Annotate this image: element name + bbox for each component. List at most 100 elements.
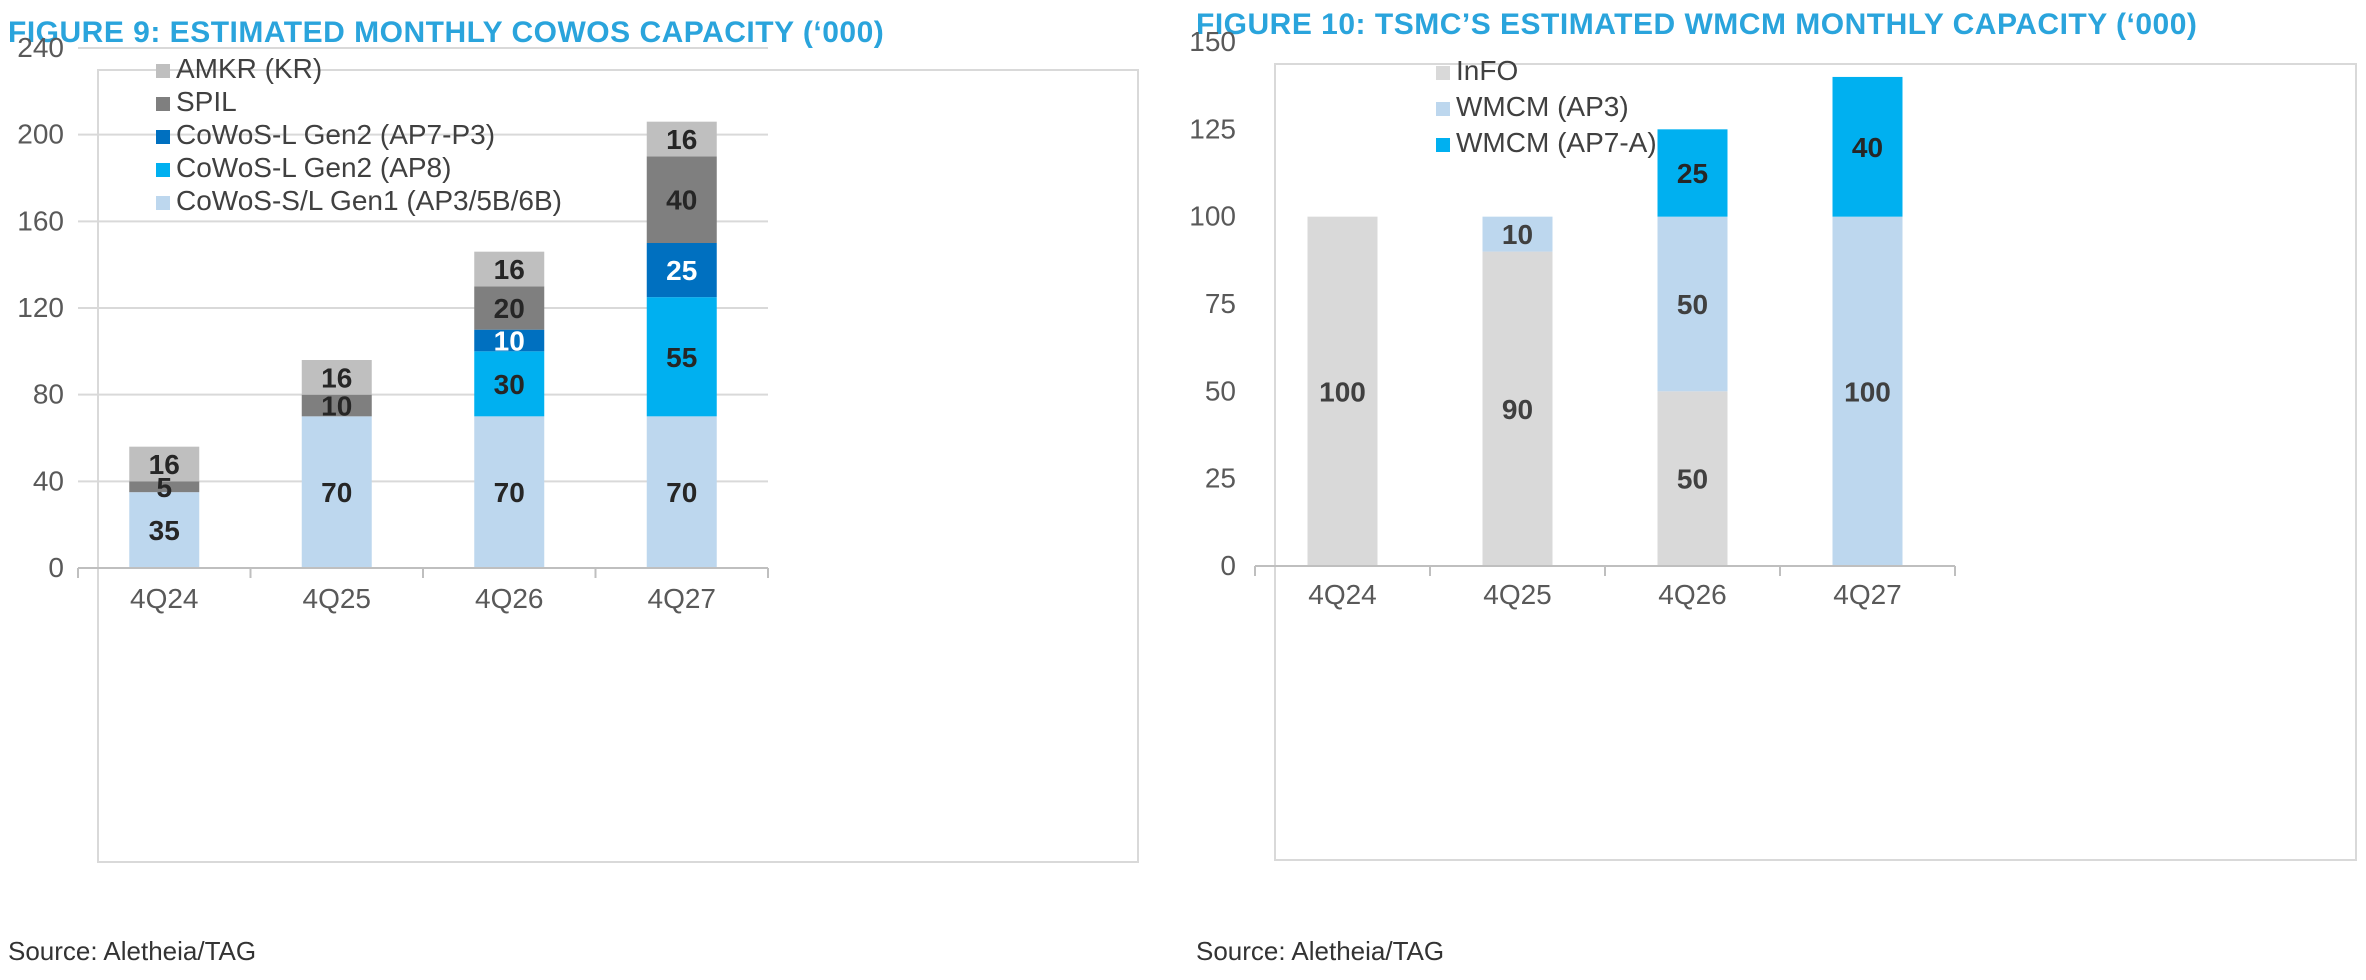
- bar-segment: [301, 416, 372, 568]
- legend-label: CoWoS-L Gen2 (AP7-P3): [176, 119, 495, 150]
- y-axis-tick-labels: 0 40 80 120 160 200 240: [17, 32, 64, 583]
- source-note: Source: Aletheia/TAG: [8, 936, 256, 966]
- legend-label: SPIL: [176, 86, 237, 117]
- legend-label: WMCM (AP7-A): [1456, 127, 1657, 158]
- y-tick-label: 80: [33, 379, 64, 410]
- bar-segment: [646, 416, 717, 568]
- bar-segment: [646, 156, 717, 243]
- x-axis-tick-marks: [77, 568, 769, 578]
- data-label: 70: [321, 477, 352, 508]
- bar-segment: [129, 446, 200, 482]
- bar-segment: [301, 360, 372, 395]
- legend: InFO WMCM (AP3) WMCM (AP7-A): [1436, 55, 1657, 158]
- data-label: 35: [149, 515, 180, 546]
- data-label: 5: [156, 472, 172, 503]
- plot-area-frame: [1274, 63, 2357, 861]
- x-category-label: 4Q25: [1483, 579, 1552, 610]
- y-tick-label: 50: [1205, 375, 1236, 406]
- source-note: Source: Aletheia/TAG: [1196, 936, 1444, 966]
- data-label: 25: [666, 255, 697, 286]
- data-label: 40: [1852, 132, 1883, 163]
- data-label: 70: [494, 477, 525, 508]
- bar-segment: [129, 481, 200, 493]
- legend-swatch: [1436, 138, 1450, 152]
- bar-segment: [1657, 391, 1728, 566]
- data-label: 50: [1677, 464, 1708, 495]
- bar-segment: [474, 351, 545, 417]
- data-label: 90: [1502, 394, 1533, 425]
- x-category-label: 4Q27: [1833, 579, 1902, 610]
- legend-item: WMCM (AP7-A): [1436, 127, 1657, 158]
- x-category-label: 4Q24: [1308, 579, 1377, 610]
- y-tick-label: 125: [1189, 113, 1236, 144]
- legend-swatch: [1436, 66, 1450, 80]
- bar-segment: [129, 492, 200, 568]
- data-label: 20: [494, 293, 525, 324]
- x-category-label: 4Q25: [303, 583, 372, 614]
- data-label: 30: [494, 369, 525, 400]
- x-category-label: 4Q27: [648, 583, 717, 614]
- x-category-label: 4Q26: [1658, 579, 1727, 610]
- legend-item: CoWoS-S/L Gen1 (AP3/5B/6B): [156, 185, 562, 216]
- bar-segment: [1657, 129, 1728, 217]
- plot-area-frame: [97, 69, 1139, 863]
- bars: [129, 121, 717, 568]
- bar-segment: [1832, 216, 1903, 566]
- data-label: 40: [666, 185, 697, 216]
- bar-segment: [474, 251, 545, 287]
- y-tick-label: 40: [33, 465, 64, 496]
- legend-label: CoWoS-S/L Gen1 (AP3/5B/6B): [176, 185, 562, 216]
- legend-swatch: [156, 130, 170, 144]
- legend-label: AMKR (KR): [176, 53, 322, 84]
- legend-label: CoWoS-L Gen2 (AP8): [176, 152, 451, 183]
- legend-swatch: [156, 64, 170, 78]
- legend-item: CoWoS-L Gen2 (AP7-P3): [156, 119, 495, 150]
- bar-segment: [301, 394, 372, 417]
- y-axis-tick-labels: 0 25 50 75 100 125 150: [1189, 26, 1236, 581]
- y-tick-label: 240: [17, 32, 64, 63]
- data-label: 16: [321, 362, 352, 393]
- y-tick-label: 200: [17, 119, 64, 150]
- y-tick-label: 100: [1189, 201, 1236, 232]
- chart-title: FIGURE 9: ESTIMATED MONTHLY COWOS CAPACI…: [8, 16, 884, 49]
- x-category-label: 4Q26: [475, 583, 544, 614]
- chart-figure-9: FIGURE 9: ESTIMATED MONTHLY COWOS CAPACI…: [8, 16, 1139, 966]
- y-tick-label: 75: [1205, 288, 1236, 319]
- bar-segment: [1482, 216, 1553, 252]
- legend-label: WMCM (AP3): [1456, 91, 1629, 122]
- legend-item: CoWoS-L Gen2 (AP8): [156, 152, 451, 183]
- y-tick-label: 0: [48, 552, 64, 583]
- bar-segment: [646, 297, 717, 417]
- legend-item: SPIL: [156, 86, 237, 117]
- bar-segment: [1657, 216, 1728, 392]
- data-labels: 100 90 10 50 50 25 100 40: [1319, 132, 1891, 495]
- data-label: 16: [494, 254, 525, 285]
- data-label: 100: [1844, 376, 1891, 407]
- y-tick-label: 160: [17, 205, 64, 236]
- y-tick-label: 0: [1220, 550, 1236, 581]
- x-axis-category-labels: 4Q24 4Q25 4Q26 4Q27: [1308, 579, 1902, 610]
- data-label: 50: [1677, 289, 1708, 320]
- legend-swatch: [156, 196, 170, 210]
- bar-segment: [474, 286, 545, 330]
- data-label: 10: [321, 391, 352, 422]
- data-label: 16: [149, 449, 180, 480]
- data-label: 55: [666, 342, 697, 373]
- data-label: 16: [666, 124, 697, 155]
- x-axis-tick-marks: [1254, 566, 1956, 576]
- bar-segment: [474, 416, 545, 568]
- legend-item: InFO: [1436, 55, 1518, 86]
- bar-segment: [474, 329, 545, 352]
- data-label: 10: [494, 326, 525, 357]
- bar-segment: [1307, 216, 1378, 566]
- chart-title: FIGURE 10: TSMC’S ESTIMATED WMCM MONTHLY…: [1196, 8, 2197, 41]
- legend-item: WMCM (AP3): [1436, 91, 1629, 122]
- bar-segment: [1832, 76, 1903, 217]
- bar-segment: [646, 121, 717, 157]
- y-tick-label: 150: [1189, 26, 1236, 57]
- data-label: 25: [1677, 158, 1708, 189]
